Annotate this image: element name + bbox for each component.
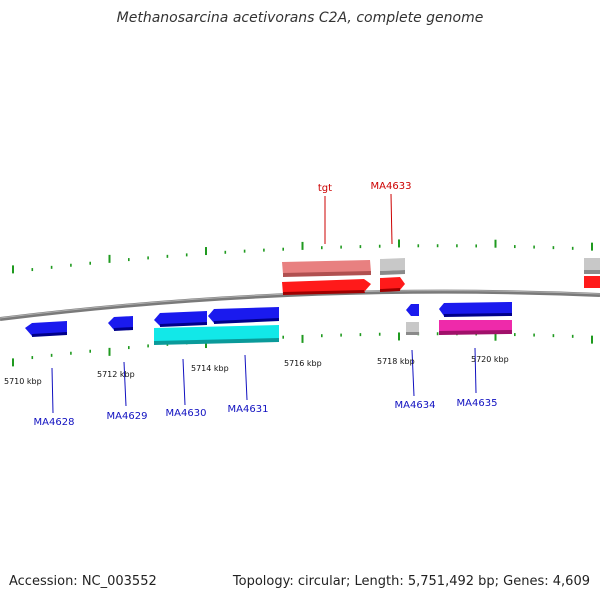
scale-label-5712: 5712 kbp [97, 370, 135, 379]
gene-arrow-ma4633[interactable] [380, 277, 405, 292]
gene-label-ma4635[interactable]: MA4635 [457, 398, 498, 409]
leader-line-ma4629 [123, 361, 127, 407]
gene-arrow-ma4628[interactable] [25, 321, 67, 337]
map-title: Methanosarcina acetivorans C2A, complete… [116, 10, 484, 26]
outer-tick-ring [12, 239, 593, 274]
feature-block-cyan[interactable] [154, 325, 279, 345]
feature-block-gray-1[interactable] [380, 258, 405, 275]
gene-arrow-tgt[interactable] [282, 279, 371, 295]
gene-arrow-ma4634[interactable] [406, 304, 419, 316]
gene-label-ma4629[interactable]: MA4629 [107, 411, 148, 422]
gene-label-ma4634[interactable]: MA4634 [395, 400, 436, 411]
gene-arrow-ma4631[interactable] [208, 307, 279, 324]
gene-label-ma4631[interactable]: MA4631 [228, 404, 269, 415]
feature-block-magenta[interactable] [439, 320, 512, 335]
gene-arrow-edge-red[interactable] [584, 276, 600, 288]
leader-line-ma4635 [474, 347, 477, 394]
forward-strand-features [282, 258, 600, 295]
scale-label-5714: 5714 kbp [191, 364, 229, 373]
scale-label-5718: 5718 kbp [377, 357, 415, 366]
leader-line-ma4634 [411, 349, 415, 397]
leader-line-ma4631 [244, 354, 248, 401]
accession-text: Accession: NC_003552 [9, 574, 157, 589]
gene-label-ma4630[interactable]: MA4630 [166, 408, 207, 419]
leader-line-ma4633 [390, 193, 393, 245]
feature-block-gray-2[interactable] [584, 258, 600, 274]
gene-arrow-ma4635[interactable] [439, 302, 512, 317]
reverse-strand-features [25, 302, 512, 345]
gene-label-ma4633[interactable]: MA4633 [371, 181, 412, 192]
gene-arrow-ma4629[interactable] [108, 316, 133, 331]
feature-block-tgt-pink[interactable] [282, 260, 371, 277]
scale-label-5720: 5720 kbp [471, 355, 509, 364]
leader-line-ma4630 [182, 358, 186, 406]
feature-block-gray-3[interactable] [406, 322, 419, 335]
gene-label-ma4628[interactable]: MA4628 [34, 417, 75, 428]
gene-label-tgt[interactable]: tgt [318, 183, 332, 194]
leader-line-ma4628 [51, 367, 54, 414]
scale-label-5710: 5710 kbp [4, 377, 42, 386]
gene-arrow-ma4630[interactable] [154, 311, 207, 327]
genome-summary-text: Topology: circular; Length: 5,751,492 bp… [232, 574, 590, 589]
scale-label-5716: 5716 kbp [284, 359, 322, 368]
